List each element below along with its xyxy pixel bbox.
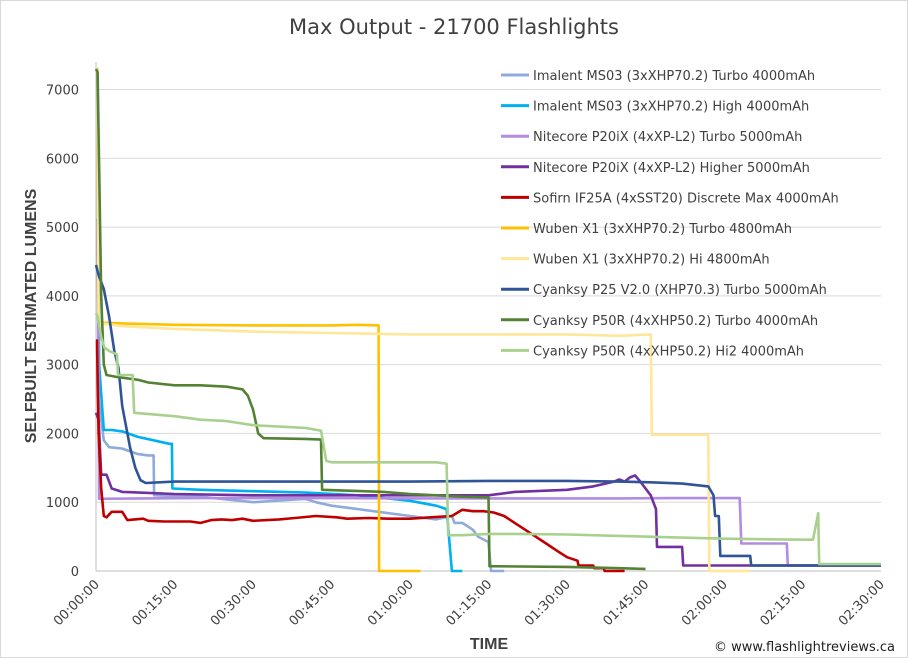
legend-label: Imalent MS03 (3xXHP70.2) High 4000mAh: [533, 100, 809, 115]
legend-label: Cyanksy P50R (4xXHP50.2) Hi2 4000mAh: [533, 344, 804, 359]
credit-text: © www.flashlightreviews.ca: [714, 640, 895, 655]
y-tick-label: 2000: [46, 427, 79, 442]
x-tick-label: 02:30:00: [836, 577, 888, 629]
y-axis-ticks: 0 1000 2000 3000 4000 5000 6000 7000: [46, 84, 79, 580]
x-axis-ticks: 00:00:00 00:15:00 00:30:00 00:45:00 01:00:00…: [51, 577, 888, 629]
gridlines: [96, 89, 881, 503]
chart-title: Max Output - 21700 Flashlights: [289, 15, 619, 39]
legend-label: Wuben X1 (3xXHP70.2) Hi 4800mAh: [533, 253, 770, 268]
series-line-5: [95, 339, 625, 573]
x-tick-label: 01:45:00: [600, 577, 652, 629]
series-layer: [94, 67, 881, 573]
legend: Imalent MS03 (3xXHP70.2) Turbo 4000mAh Im…: [501, 69, 839, 359]
series-line-1: [96, 67, 505, 573]
x-tick-label: 00:00:00: [51, 577, 103, 629]
y-tick-label: 7000: [46, 84, 79, 99]
x-tick-label: 01:15:00: [443, 577, 495, 629]
legend-label: Cyanksy P50R (4xXHP50.2) Turbo 4000mAh: [533, 314, 818, 329]
series-line-10: [94, 312, 881, 566]
legend-label: Nitecore P20iX (4xXP-L2) Higher 5000mAh: [533, 161, 810, 176]
x-tick-label: 02:15:00: [757, 577, 809, 629]
x-tick-label: 02:00:00: [679, 577, 731, 629]
legend-label: Nitecore P20iX (4xXP-L2) Turbo 5000mAh: [533, 130, 802, 145]
series-line-2: [96, 67, 463, 573]
y-tick-label: 4000: [46, 290, 79, 305]
legend-label: Wuben X1 (3xXHP70.2) Turbo 4800mAh: [533, 222, 792, 237]
series-line-4: [94, 412, 881, 567]
y-tick-label: 3000: [46, 359, 79, 374]
y-tick-label: 5000: [46, 221, 79, 236]
x-tick-label: 00:30:00: [208, 577, 260, 629]
y-tick-label: 0: [71, 565, 79, 580]
series-line-7: [96, 67, 751, 573]
series-line-3: [96, 218, 881, 567]
x-tick-label: 01:00:00: [365, 577, 417, 629]
legend-label: Cyanksy P25 V2.0 (XHP70.3) Turbo 5000mAh: [533, 283, 827, 298]
x-tick-label: 00:45:00: [286, 577, 338, 629]
x-tick-label: 00:15:00: [129, 577, 181, 629]
series-line-9: [94, 68, 646, 571]
x-axis-title: TIME: [470, 636, 509, 653]
legend-label: Imalent MS03 (3xXHP70.2) Turbo 4000mAh: [533, 69, 815, 84]
y-tick-label: 1000: [46, 496, 79, 511]
y-axis-title: SELFBUILT ESTIMATED LUMENS: [23, 188, 40, 443]
x-tick-label: 01:30:00: [522, 577, 574, 629]
y-tick-label: 6000: [46, 152, 79, 167]
legend-label: Sofirn IF25A (4xSST20) Discrete Max 4000…: [533, 191, 839, 206]
